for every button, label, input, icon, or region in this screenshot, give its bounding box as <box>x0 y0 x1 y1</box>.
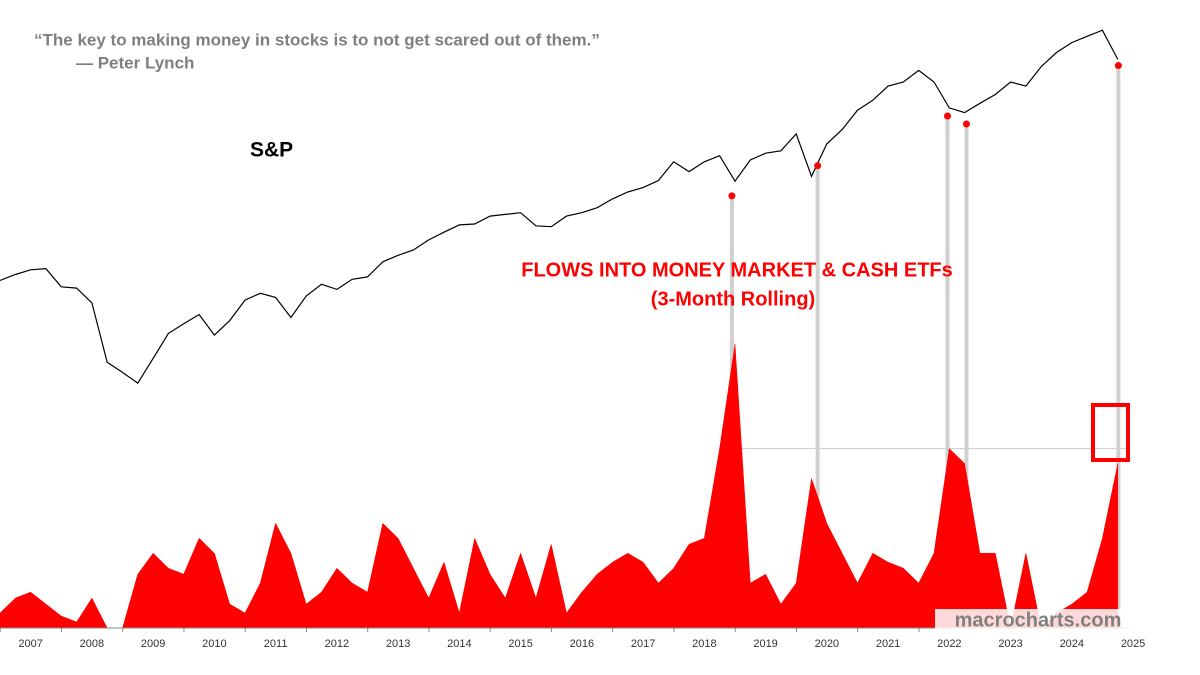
attribution: — Peter Lynch <box>76 53 194 72</box>
x-tick-label: 2009 <box>141 638 165 650</box>
x-tick-label: 2014 <box>447 638 471 650</box>
x-tick-label: 2024 <box>1060 638 1084 650</box>
x-tick-label: 2020 <box>815 638 839 650</box>
highlight-dot <box>1114 62 1122 70</box>
x-tick-label: 2025 <box>1121 638 1145 650</box>
x-tick-label: 2012 <box>325 638 349 650</box>
x-tick-label: 2011 <box>264 638 288 650</box>
highlight-dot <box>943 112 951 120</box>
highlight-dot <box>728 192 736 200</box>
highlight-dot <box>962 120 970 128</box>
x-tick-label: 2022 <box>937 638 961 650</box>
sp-line <box>0 29 1119 384</box>
flows-subtitle: (3-Month Rolling) <box>651 288 815 310</box>
guides <box>729 65 1130 628</box>
x-tick-label: 2010 <box>202 638 226 650</box>
x-tick-label: 2018 <box>692 638 716 650</box>
x-tick-label: 2013 <box>386 638 410 650</box>
plot: 2007 2008 2009 2010 2011 2012 2013 2014 2015 2016… <box>0 29 1145 650</box>
x-tick-label: 2007 <box>18 638 42 650</box>
x-tick-label: 2008 <box>80 638 104 650</box>
flows-area <box>0 343 1119 629</box>
sp-label: S&P <box>250 139 293 162</box>
x-tick-label: 2023 <box>998 638 1022 650</box>
quote: “The key to making money in stocks is to… <box>34 30 600 49</box>
x-tick-label: 2017 <box>631 638 655 650</box>
source-bg <box>935 609 1140 633</box>
x-tick-label: 2019 <box>753 638 777 650</box>
x-tick-label: 2015 <box>508 638 532 650</box>
flows-title: FLOWS INTO MONEY MARKET & CASH ETFs <box>521 259 953 281</box>
source: macrocharts.com <box>955 609 1122 631</box>
highlight-dot <box>814 162 822 170</box>
x-tick-label: 2021 <box>876 638 900 650</box>
x-tick-label: 2016 <box>570 638 594 650</box>
highlight-box <box>1091 403 1130 462</box>
